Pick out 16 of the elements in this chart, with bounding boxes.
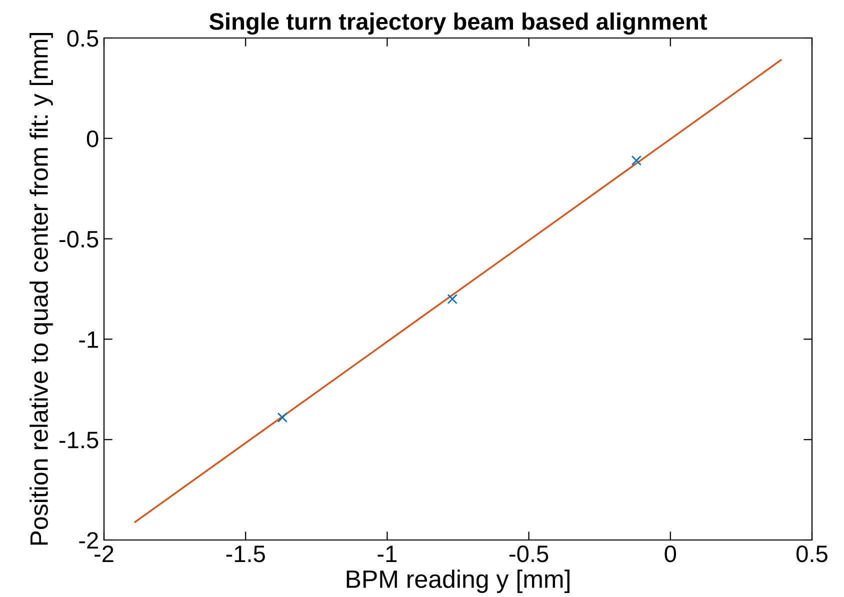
x-tick-label: -0.5 [510, 545, 548, 562]
point [277, 412, 288, 423]
point [631, 155, 642, 166]
x-tick-label: -1 [378, 546, 397, 562]
y-tick-label: -1.5 [60, 432, 98, 448]
y-tick-label: -0.5 [60, 230, 98, 248]
y-tick-label: 0.5 [67, 30, 98, 47]
x-tick-label: 0 [664, 545, 676, 562]
x-axis-title: BPM reading y [mm] [346, 570, 570, 593]
chart-title: Single turn trajectory beam based alignment [209, 12, 708, 35]
x-tick-label: -1.5 [226, 546, 265, 562]
point [447, 294, 458, 304]
y-tick-label: 0 [86, 130, 98, 148]
y-tick-label: -1 [79, 332, 98, 348]
x-tick-label: 0.5 [796, 545, 828, 562]
y-axis-title: Position relative to quad center from fit: y [mm] [30, 33, 53, 545]
